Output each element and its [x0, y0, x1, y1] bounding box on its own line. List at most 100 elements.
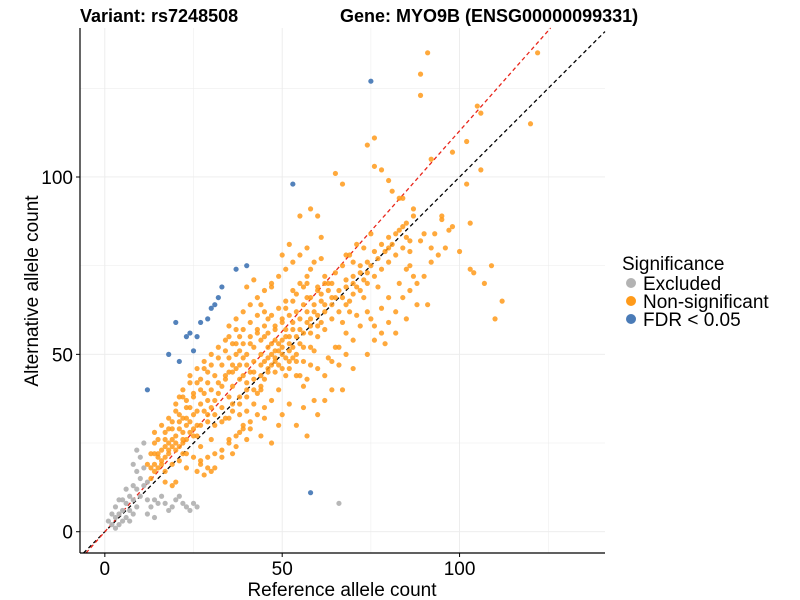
point-excluded [119, 518, 126, 524]
point-non-significant [343, 330, 349, 336]
y-tick-label: 0 [62, 523, 73, 544]
point-non-significant [535, 50, 541, 56]
point-non-significant [386, 259, 392, 265]
point-fdr-0-05 [215, 294, 221, 301]
point-non-significant [244, 362, 250, 368]
point-non-significant [382, 341, 388, 347]
point-non-significant [162, 479, 168, 485]
legend-key-excluded [626, 278, 636, 288]
point-non-significant [428, 245, 434, 251]
x-tick-label: 50 [272, 559, 293, 580]
point-non-significant [169, 436, 175, 443]
point-non-significant [283, 355, 289, 361]
point-non-significant [297, 316, 303, 322]
point-non-significant [311, 302, 317, 308]
point-non-significant [400, 294, 406, 301]
point-excluded [134, 504, 140, 510]
legend-label-fdr: FDR < 0.05 [643, 310, 741, 331]
point-non-significant [286, 358, 292, 365]
point-non-significant [307, 294, 314, 301]
point-non-significant [254, 390, 260, 396]
point-non-significant [290, 319, 296, 326]
point-non-significant [158, 447, 165, 453]
point-non-significant [272, 337, 278, 343]
point-non-significant [212, 465, 218, 471]
point-non-significant [219, 454, 225, 460]
point-non-significant [190, 426, 197, 432]
point-non-significant [311, 259, 317, 265]
x-tick-label: 100 [444, 559, 476, 580]
point-non-significant [229, 369, 236, 375]
point-non-significant [417, 238, 424, 244]
point-non-significant [339, 319, 346, 326]
point-non-significant [368, 263, 374, 269]
point-non-significant [343, 351, 349, 357]
point-non-significant [268, 351, 275, 357]
point-non-significant [414, 302, 420, 308]
point-non-significant [361, 294, 367, 301]
point-non-significant [407, 238, 413, 244]
point-non-significant [148, 465, 154, 471]
point-non-significant [198, 443, 204, 450]
point-non-significant [371, 323, 378, 329]
point-non-significant [464, 138, 470, 145]
point-excluded [109, 511, 115, 517]
point-non-significant [375, 255, 381, 262]
point-non-significant [393, 252, 399, 258]
point-non-significant [442, 245, 448, 251]
point-non-significant [378, 241, 385, 247]
point-non-significant [336, 362, 342, 368]
point-non-significant [233, 341, 239, 347]
point-non-significant [194, 468, 200, 475]
point-non-significant [233, 443, 239, 450]
point-non-significant [198, 376, 204, 382]
point-non-significant [318, 234, 324, 240]
point-excluded [144, 497, 150, 503]
point-excluded [127, 493, 133, 499]
point-non-significant [378, 266, 385, 272]
point-non-significant [205, 419, 211, 425]
point-non-significant [212, 373, 218, 379]
point-non-significant [386, 294, 392, 301]
point-fdr-0-05 [190, 348, 197, 354]
point-non-significant [389, 241, 395, 247]
point-non-significant [322, 397, 328, 404]
point-excluded [151, 497, 158, 503]
point-non-significant [421, 231, 427, 237]
legend-key-non-significant [626, 296, 636, 306]
point-non-significant [293, 373, 299, 379]
point-non-significant [268, 397, 275, 404]
point-non-significant [237, 348, 243, 354]
point-non-significant [307, 323, 314, 329]
point-non-significant [226, 355, 232, 361]
point-non-significant [276, 422, 282, 428]
point-non-significant [300, 330, 307, 336]
point-non-significant [403, 234, 409, 240]
point-non-significant [481, 280, 487, 287]
point-non-significant [396, 280, 402, 287]
point-non-significant [237, 412, 243, 418]
point-non-significant [350, 273, 356, 279]
point-non-significant [283, 298, 289, 304]
point-excluded [130, 511, 136, 517]
point-non-significant [151, 429, 158, 435]
point-non-significant [254, 294, 260, 301]
point-non-significant [144, 461, 150, 467]
point-non-significant [162, 468, 168, 475]
y-axis-title: Alternative allele count [22, 195, 43, 387]
point-non-significant [410, 273, 417, 279]
point-non-significant [304, 433, 310, 439]
point-non-significant [371, 337, 378, 343]
point-non-significant [315, 287, 321, 294]
point-non-significant [268, 440, 275, 446]
point-non-significant [403, 220, 409, 226]
point-non-significant [318, 291, 324, 297]
point-non-significant [279, 365, 285, 372]
point-non-significant [293, 351, 299, 357]
point-non-significant [166, 451, 172, 457]
point-non-significant [272, 369, 278, 375]
point-non-significant [286, 341, 292, 347]
point-non-significant [229, 451, 236, 457]
point-excluded [187, 507, 193, 514]
point-non-significant [208, 436, 214, 443]
